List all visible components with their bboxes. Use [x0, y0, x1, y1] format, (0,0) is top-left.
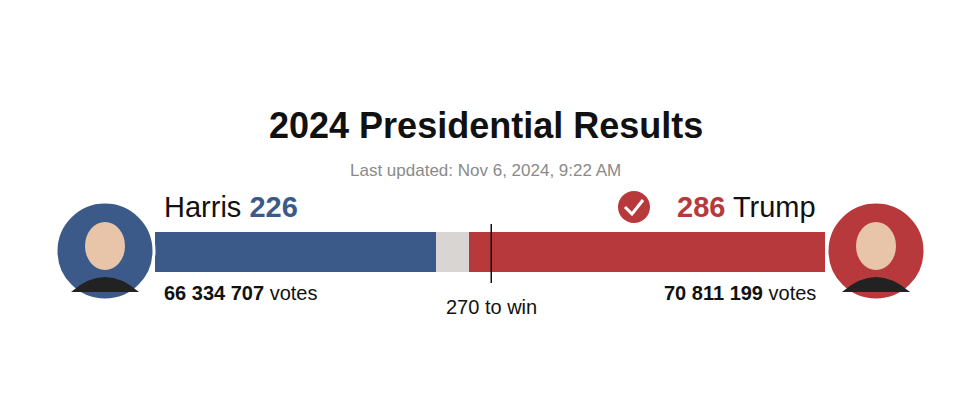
svg-text:Last updated: Nov 6, 2024, 9:2: Last updated: Nov 6, 2024, 9:22 AM: [350, 161, 621, 180]
svg-text:66 334 707 votes: 66 334 707 votes: [164, 282, 317, 304]
svg-text:270 to win: 270 to win: [446, 296, 537, 318]
svg-text:70 811 199 votes: 70 811 199 votes: [664, 282, 816, 304]
svg-text:286 Trump: 286 Trump: [677, 191, 816, 223]
svg-text:Harris 226: Harris 226: [164, 191, 298, 223]
svg-text:2024 Presidential Results: 2024 Presidential Results: [269, 105, 703, 146]
